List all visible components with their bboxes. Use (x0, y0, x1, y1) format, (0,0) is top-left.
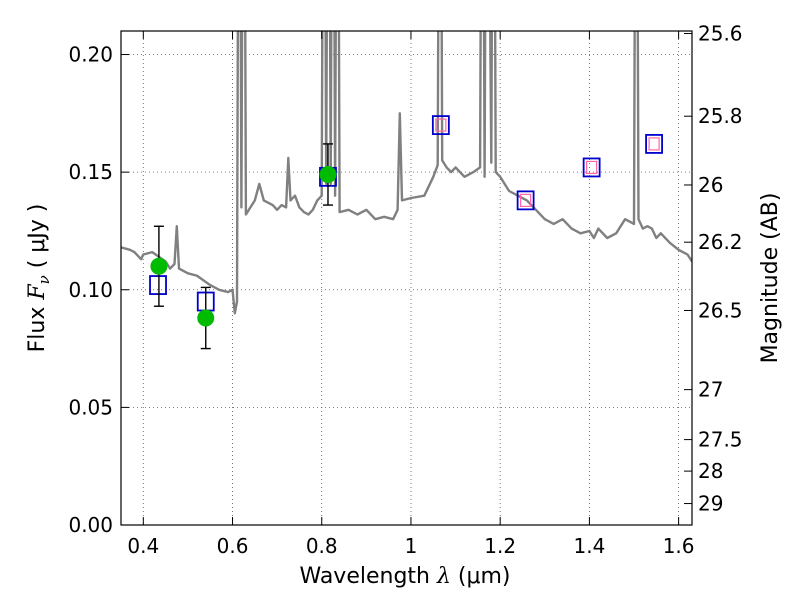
y2-tick-label: 26.2 (698, 230, 743, 254)
y2-tick-label: 25.8 (698, 104, 743, 128)
y-tick-label: 0.10 (68, 278, 113, 302)
observed-point (319, 165, 337, 183)
x-tick-label: 1 (405, 534, 418, 558)
x-axis-label: Wavelength λ (μm) (299, 564, 510, 589)
plot-area (121, 31, 692, 350)
y-tick-label: 0.00 (68, 513, 113, 537)
y-tick-label: 0.15 (68, 160, 113, 184)
y2-tick-label: 26 (698, 173, 723, 197)
y-tick-label: 0.05 (68, 395, 113, 419)
model-point (645, 134, 663, 154)
observed-point (150, 257, 168, 275)
plot-frame (120, 30, 693, 526)
axis-ticks: 0.4 0.6 0.8 1 1.2 1.4 1.6 0.00 0.05 0.10 0.15 0.20 2… (68, 22, 742, 558)
model-point (516, 190, 535, 211)
y2-tick-label: 27 (698, 378, 723, 402)
y2-tick-label: 29 (698, 492, 723, 516)
x-tick-label: 1.6 (663, 534, 695, 558)
y2-tick-label: 27.5 (698, 428, 743, 452)
observed-point (197, 309, 215, 327)
model-point-inner (586, 160, 598, 175)
x-tick-label: 0.8 (306, 534, 338, 558)
model-point-inner (435, 118, 447, 132)
x-tick-label: 0.6 (217, 534, 249, 558)
y-axis-label: Flux Fν ( μJy ) (25, 204, 53, 353)
model-point-inner (520, 193, 532, 207)
grid (121, 31, 692, 526)
x-tick-label: 1.4 (573, 534, 605, 558)
y2-axis-label: Magnitude (AB) (758, 193, 783, 364)
model-point (582, 157, 601, 178)
y-tick-label: 0.20 (68, 43, 113, 67)
model-spectrum-line (121, 31, 692, 315)
model-point (149, 275, 167, 295)
model-point (431, 115, 450, 135)
x-tick-label: 1.2 (484, 534, 516, 558)
x-tick-label: 0.4 (127, 534, 159, 558)
y2-tick-label: 25.6 (698, 22, 743, 46)
model-point-inner (648, 137, 660, 151)
y2-tick-label: 28 (698, 459, 723, 483)
y2-tick-label: 26.5 (698, 298, 743, 322)
